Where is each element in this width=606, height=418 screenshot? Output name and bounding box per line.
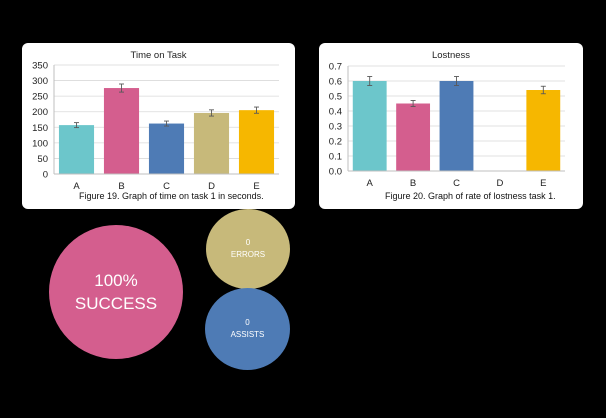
y-tick-label: 150	[32, 123, 48, 134]
success-value: 100%	[94, 271, 138, 290]
x-tick-label: D	[208, 181, 215, 192]
y-tick-label: 0.7	[329, 62, 342, 73]
bar-c	[148, 123, 185, 174]
bar-d	[193, 112, 230, 174]
bar-e	[526, 90, 561, 171]
bar-b	[396, 103, 431, 171]
y-tick-label: 0.6	[329, 77, 342, 88]
x-tick-label: B	[410, 178, 416, 189]
y-tick-label: 350	[32, 61, 48, 72]
figure-caption: Figure 20. Graph of rate of lostness tas…	[385, 191, 556, 201]
y-tick-label: 0	[43, 170, 48, 181]
x-tick-label: C	[163, 181, 170, 192]
lostness-chart: 0.0 0.1 0.2 0.3 0.4 0.5 0.6 0.7 A B C D E	[329, 62, 565, 189]
errors-label: ERRORS	[230, 250, 266, 259]
y-tick-label: 0.2	[329, 137, 342, 148]
errors-stat-circle: 0 ERRORS	[206, 209, 290, 289]
bar-a	[58, 125, 95, 174]
y-tick-label: 300	[32, 76, 48, 87]
x-tick-label: A	[73, 181, 80, 192]
figure-caption: Figure 19. Graph of time on task 1 in se…	[79, 191, 264, 201]
assists-value: 0	[245, 318, 250, 327]
x-tick-label: D	[496, 178, 503, 189]
assists-stat-circle: 0 ASSISTS	[205, 288, 290, 370]
success-stat-circle: 100% SUCCESS	[49, 225, 183, 359]
x-tick-label: B	[118, 181, 124, 192]
errors-value: 0	[245, 238, 251, 247]
bar-c	[439, 81, 474, 171]
y-tick-label: 0.0	[329, 167, 342, 178]
time-on-task-chart-panel: 0 50 100 150 200 250 300 350 A B C D E Time on Task …	[22, 43, 295, 209]
lostness-chart-panel: 0.0 0.1 0.2 0.3 0.4 0.5 0.6 0.7 A B C D E Lostness F…	[319, 43, 583, 209]
y-tick-label: 200	[32, 107, 48, 118]
x-tick-label: C	[453, 178, 460, 189]
bar-b	[103, 88, 140, 174]
chart-title: Time on Task	[130, 50, 187, 61]
y-tick-label: 50	[37, 154, 48, 165]
time-on-task-chart: 0 50 100 150 200 250 300 350 A B C D E	[32, 61, 279, 192]
y-tick-label: 0.1	[329, 152, 342, 163]
x-tick-label: A	[367, 178, 374, 189]
y-tick-label: 0.4	[329, 107, 342, 118]
y-tick-label: 250	[32, 92, 48, 103]
y-tick-label: 0.5	[329, 92, 342, 103]
chart-title: Lostness	[431, 50, 471, 61]
y-tick-label: 0.3	[329, 122, 342, 133]
x-tick-label: E	[253, 181, 259, 192]
y-tick-label: 100	[32, 138, 48, 149]
bar-e	[238, 110, 275, 174]
assists-label: ASSISTS	[230, 330, 265, 339]
bar-a	[352, 81, 387, 171]
x-tick-label: E	[540, 178, 546, 189]
success-label: SUCCESS	[74, 294, 158, 313]
